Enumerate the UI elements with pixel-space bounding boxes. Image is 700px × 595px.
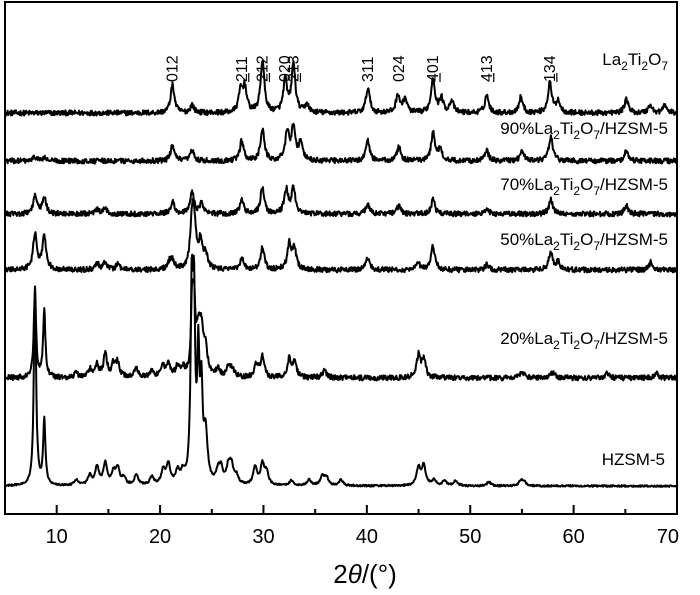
series-label-3: 70%La2Ti2O7/HZSM-5 [500,175,668,198]
series-line-2 [4,122,678,165]
peak-label-9: 413 [479,55,496,82]
x-tick-label-50: 50 [459,526,481,548]
peak-label-10: 134 [542,55,559,82]
peak-label-3: 212 [254,55,271,82]
plot-frame [4,1,678,515]
x-axis: 10 20 30 40 50 60 70 [4,505,679,548]
x-tick-label-70: 70 [657,526,679,548]
peak-label-4: 020 [277,55,294,82]
series-label-1: La2Ti2O7 [602,50,668,73]
series-label-6: HZSM-5 [602,450,665,469]
series-line-6 [4,253,678,488]
peak-label-7: 024 [391,55,408,82]
traces-layer [4,59,678,488]
peak-label-2: 211 [234,56,251,82]
x-tick-label-40: 40 [356,526,378,548]
series-label-4: 50%La2Ti2O7/HZSM-5 [500,230,668,253]
peak-label-1: 012 [164,55,181,82]
x-tick-label-20: 20 [149,526,171,548]
series-labels-layer: La2Ti2O7 90%La2Ti2O7/HZSM-5 70%La2Ti2O7/HZ… [500,50,668,469]
x-tick-label-30: 30 [252,526,274,548]
series-line-4 [4,198,678,274]
series-label-2: 90%La2Ti2O7/HZSM-5 [500,119,668,142]
peak-label-8: 401 [425,55,442,82]
x-tick-label-10: 10 [46,526,68,548]
peak-label-5: 213 [285,55,302,82]
x-axis-title: 2θ/(°) [333,559,397,589]
peak-label-6: 311 [360,56,377,82]
x-tick-label-60: 60 [562,526,584,548]
series-label-5: 20%La2Ti2O7/HZSM-5 [500,329,668,352]
series-line-1 [5,59,678,117]
series-line-5 [5,277,678,382]
series-line-3 [4,184,678,218]
